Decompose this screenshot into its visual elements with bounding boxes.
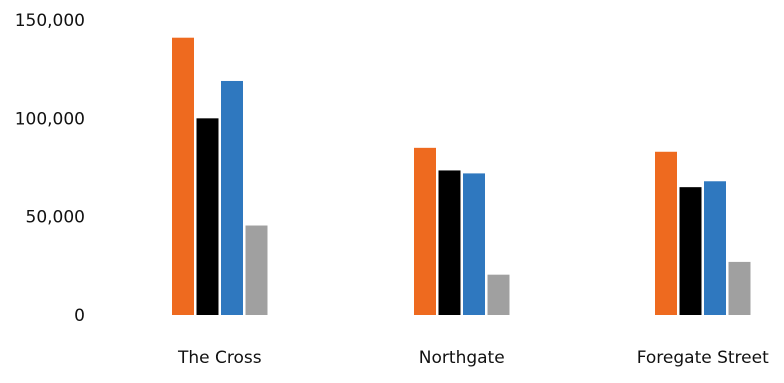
bar [172, 37, 194, 315]
bar [463, 173, 485, 315]
bar [438, 170, 461, 315]
bar [679, 187, 702, 315]
bars [172, 37, 751, 315]
bar [245, 225, 268, 315]
bar [487, 274, 510, 315]
x-axis-labels: The Cross Northgate Foregate Street [177, 348, 769, 368]
y-tick-label: 150,000 [15, 11, 85, 31]
bar [704, 181, 726, 315]
y-tick-label: 50,000 [26, 208, 85, 228]
y-tick-label: 100,000 [15, 109, 85, 129]
bar [221, 80, 243, 315]
y-axis-ticks: 0 50,000 100,000 150,000 [15, 11, 85, 326]
x-category-label: Northgate [419, 348, 505, 368]
x-category-label: The Cross [177, 348, 262, 368]
bar [655, 151, 677, 315]
bar [196, 118, 219, 315]
bar [728, 261, 751, 315]
y-tick-label: 0 [74, 306, 85, 326]
x-category-label: Foregate Street [637, 348, 769, 368]
bar [414, 147, 436, 315]
